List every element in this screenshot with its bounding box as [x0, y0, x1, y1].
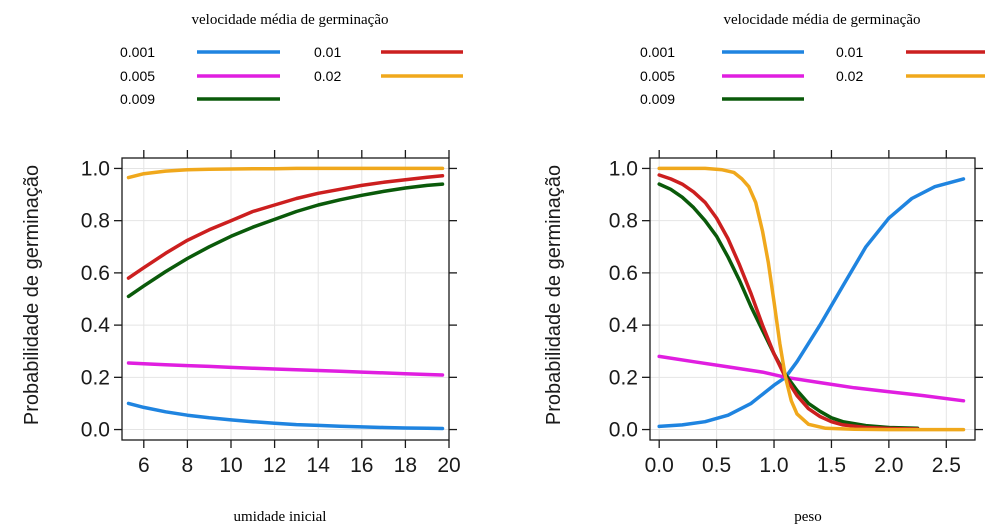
- legend-label-left-4: 0.02: [314, 68, 341, 84]
- legend-title-left: velocidade média de germinação: [192, 12, 389, 28]
- x-tick-label-left-5: 16: [350, 454, 373, 477]
- legend-title-right: velocidade média de germinação: [724, 12, 921, 28]
- x-tick-label-left-0: 6: [138, 454, 150, 477]
- plot-area-right: 0.0 0.5 1.0 1.5 2.0 2.5 0.0 0.2 0.4 0.6 0.8 1.0: [609, 150, 983, 477]
- series-line-left-4: [126, 166, 445, 180]
- y-tick-label-right-4: 0.8: [609, 210, 638, 233]
- legend-right: velocidade média de germinação 0.001 0.0…: [640, 12, 985, 107]
- x-tick-label-left-4: 14: [307, 454, 331, 477]
- y-axis-label-right: Probabilidade de germinação: [543, 165, 565, 425]
- series-line-right-0: [657, 177, 966, 429]
- legend-label-right-1: 0.005: [640, 68, 675, 84]
- legend-label-right-4: 0.02: [836, 68, 863, 84]
- legend-label-left-0: 0.001: [120, 44, 155, 60]
- x-tick-label-left-3: 12: [263, 454, 286, 477]
- x-tick-label-right-2: 1.0: [759, 454, 788, 477]
- x-tick-label-left-1: 8: [182, 454, 194, 477]
- series-line-right-4: [657, 166, 966, 432]
- series-line-left-2: [126, 182, 445, 299]
- x-axis-label-left: umidade inicial: [234, 509, 327, 525]
- y-tick-label-right-2: 0.4: [609, 314, 639, 337]
- plot-frame-right: [649, 157, 976, 441]
- series-line-left-0: [126, 401, 445, 431]
- legend-label-left-3: 0.01: [314, 44, 341, 60]
- legend-label-right-2: 0.009: [640, 91, 675, 107]
- chart-right: velocidade média de germinação 0.001 0.0…: [543, 12, 985, 525]
- x-tick-label-right-1: 0.5: [702, 454, 731, 477]
- x-tick-label-right-0: 0.0: [645, 454, 674, 477]
- series-line-right-3: [657, 173, 920, 431]
- series-line-right-1: [657, 354, 966, 403]
- y-tick-label-left-1: 0.2: [81, 366, 110, 389]
- x-tick-label-right-3: 1.5: [817, 454, 846, 477]
- legend-label-left-1: 0.005: [120, 68, 155, 84]
- series-line-left-3: [126, 174, 445, 280]
- x-tick-label-right-5: 2.5: [932, 454, 961, 477]
- legend-left: velocidade média de germinação 0.001 0.0…: [120, 12, 463, 107]
- y-tick-label-left-0: 0.0: [81, 419, 110, 442]
- plot-frame-left: [121, 157, 450, 441]
- legend-label-right-0: 0.001: [640, 44, 675, 60]
- x-tick-label-left-7: 20: [437, 454, 460, 477]
- y-tick-label-left-3: 0.6: [81, 262, 110, 285]
- y-tick-label-right-0: 0.0: [609, 419, 638, 442]
- x-tick-label-right-4: 2.0: [874, 454, 903, 477]
- y-axis-label-left: Probabilidade de germinação: [21, 165, 43, 425]
- y-tick-label-right-5: 1.0: [609, 157, 638, 180]
- x-axis-label-right: peso: [794, 509, 822, 525]
- x-tick-label-left-6: 18: [394, 454, 417, 477]
- y-tick-label-right-1: 0.2: [609, 366, 638, 389]
- plot-area-left: 6 8 10 12 14 16 18 20 0.0 0.2 0.4 0.6 0.8 1.0: [81, 150, 461, 477]
- legend-label-left-2: 0.009: [120, 91, 155, 107]
- y-tick-label-left-2: 0.4: [81, 314, 111, 337]
- y-tick-label-right-3: 0.6: [609, 262, 638, 285]
- legend-label-right-3: 0.01: [836, 44, 863, 60]
- y-tick-label-left-5: 1.0: [81, 157, 110, 180]
- chart-left: velocidade média de germinação 0.001 0.0…: [21, 12, 463, 525]
- y-tick-label-left-4: 0.8: [81, 210, 110, 233]
- series-line-left-1: [126, 361, 445, 377]
- x-tick-label-left-2: 10: [219, 454, 242, 477]
